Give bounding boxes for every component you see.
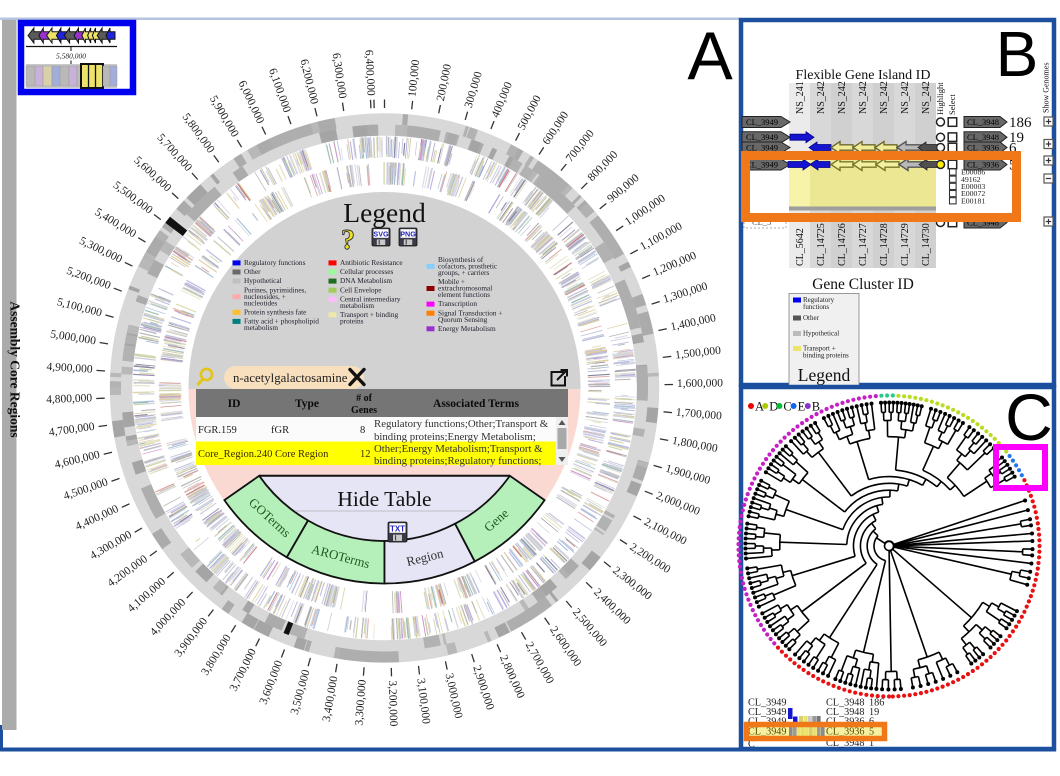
svg-text:Transcription: Transcription — [438, 299, 477, 308]
svg-text:NS_242: NS_242 — [900, 81, 911, 114]
svg-text:E00181: E00181 — [961, 196, 985, 205]
svg-text:1,600,000: 1,600,000 — [677, 377, 723, 390]
svg-text:Associated Terms: Associated Terms — [433, 398, 519, 410]
svg-text:CL_3949: CL_3949 — [746, 160, 778, 170]
svg-text:Energy Metabolism: Energy Metabolism — [438, 324, 496, 333]
svg-text:Hypothetical: Hypothetical — [803, 330, 839, 338]
svg-text:fGR: fGR — [271, 425, 289, 436]
svg-text:groups, + carriers: groups, + carriers — [438, 268, 489, 277]
svg-text:ID: ID — [228, 398, 241, 410]
svg-text:CL_14727: CL_14727 — [858, 223, 869, 266]
svg-text:Type: Type — [295, 398, 319, 410]
svg-text:element functions: element functions — [438, 290, 490, 299]
svg-text:186: 186 — [1009, 115, 1032, 131]
svg-text:Assembly Core Regions: Assembly Core Regions — [8, 301, 23, 437]
svg-text:Hypothetical: Hypothetical — [244, 276, 282, 285]
svg-text:Regulatory functions;Other;Tra: Regulatory functions;Other;Transport & — [374, 418, 549, 430]
svg-text:B: B — [996, 18, 1039, 90]
svg-text:CL_5642: CL_5642 — [795, 228, 806, 266]
svg-text:NS_241: NS_241 — [795, 81, 806, 114]
svg-text:CL_14729: CL_14729 — [900, 223, 911, 266]
svg-text:FGR.159: FGR.159 — [198, 425, 237, 436]
svg-text:CL_3948: CL_3948 — [967, 132, 999, 142]
svg-text:n-acetylgalactosamine: n-acetylgalactosamine — [233, 371, 348, 385]
svg-text:Other;Energy Metabolism;Transp: Other;Energy Metabolism;Transport & — [374, 443, 543, 455]
svg-text:proteins: proteins — [340, 317, 364, 326]
svg-text:Select: Select — [947, 94, 957, 115]
svg-text:metabolism: metabolism — [244, 323, 278, 332]
svg-text:3,200,000: 3,200,000 — [386, 680, 399, 727]
svg-text:12: 12 — [360, 449, 371, 460]
svg-text:CL_3949: CL_3949 — [746, 132, 778, 142]
svg-text:binding proteins;Regulatory fu: binding proteins;Regulatory functions; — [374, 455, 541, 467]
svg-text:NS_242: NS_242 — [921, 81, 932, 114]
svg-text:?: ? — [341, 225, 355, 256]
svg-text:metabolism: metabolism — [340, 301, 374, 310]
svg-text:NS_242: NS_242 — [816, 81, 827, 114]
svg-text:Regulatory functions: Regulatory functions — [244, 258, 306, 267]
svg-text:Show Genomes: Show Genomes — [1042, 63, 1051, 113]
svg-text:NS_242: NS_242 — [879, 81, 890, 114]
svg-text:PNG: PNG — [400, 229, 416, 238]
svg-text:nucleotides: nucleotides — [244, 298, 277, 307]
svg-text:C: C — [783, 400, 791, 414]
svg-text:Genes: Genes — [351, 405, 377, 416]
svg-text:Other: Other — [244, 267, 261, 276]
svg-text:Quorum Sensing: Quorum Sensing — [438, 315, 488, 324]
svg-text:8: 8 — [360, 425, 365, 436]
svg-text:Legend: Legend — [798, 365, 851, 385]
svg-text:DNA Metabolism: DNA Metabolism — [340, 276, 392, 285]
svg-text:CL_3949: CL_3949 — [746, 117, 778, 127]
svg-text:E: E — [798, 400, 806, 414]
svg-text:Gene Cluster ID: Gene Cluster ID — [812, 276, 914, 293]
svg-text:Hide Table: Hide Table — [337, 487, 431, 511]
svg-text:Antibiotic Resistance: Antibiotic Resistance — [340, 258, 403, 267]
svg-text:CL_3948: CL_3948 — [967, 117, 999, 127]
svg-text:CL_14730: CL_14730 — [921, 223, 932, 266]
svg-text:Flexible Gene Island ID: Flexible Gene Island ID — [796, 68, 931, 83]
svg-text:binding proteins: binding proteins — [803, 351, 849, 359]
svg-text:6,400,000: 6,400,000 — [362, 50, 376, 97]
svg-text:A: A — [687, 18, 733, 94]
svg-text:Legend: Legend — [343, 197, 426, 228]
svg-text:Cellular processes: Cellular processes — [340, 267, 393, 276]
svg-text:NS_242: NS_242 — [837, 81, 848, 114]
svg-text:4,800,000: 4,800,000 — [46, 392, 93, 406]
svg-text:B: B — [812, 400, 820, 414]
svg-text:# of: # of — [356, 393, 373, 404]
svg-text:Highlight: Highlight — [935, 82, 945, 115]
svg-text:CL_14725: CL_14725 — [816, 223, 827, 266]
svg-text:functions: functions — [803, 303, 829, 311]
svg-text:Cell Envelope: Cell Envelope — [340, 285, 382, 294]
svg-text:C: C — [1005, 380, 1053, 454]
svg-text:SVG: SVG — [373, 229, 389, 238]
svg-text:TXT: TXT — [390, 524, 405, 533]
svg-text:5,580,000: 5,580,000 — [56, 52, 86, 61]
svg-text:binding proteins;Energy Metabo: binding proteins;Energy Metabolism; — [374, 431, 536, 443]
svg-text:CL_14726: CL_14726 — [837, 223, 848, 266]
svg-text:Core Region: Core Region — [275, 449, 329, 460]
svg-text:Other: Other — [803, 314, 820, 322]
svg-text:Core_Region.240: Core_Region.240 — [198, 449, 272, 460]
svg-text:NS_242: NS_242 — [858, 81, 869, 114]
svg-text:CL_14728: CL_14728 — [879, 223, 890, 266]
svg-text:Protein synthesis fate: Protein synthesis fate — [244, 307, 306, 316]
